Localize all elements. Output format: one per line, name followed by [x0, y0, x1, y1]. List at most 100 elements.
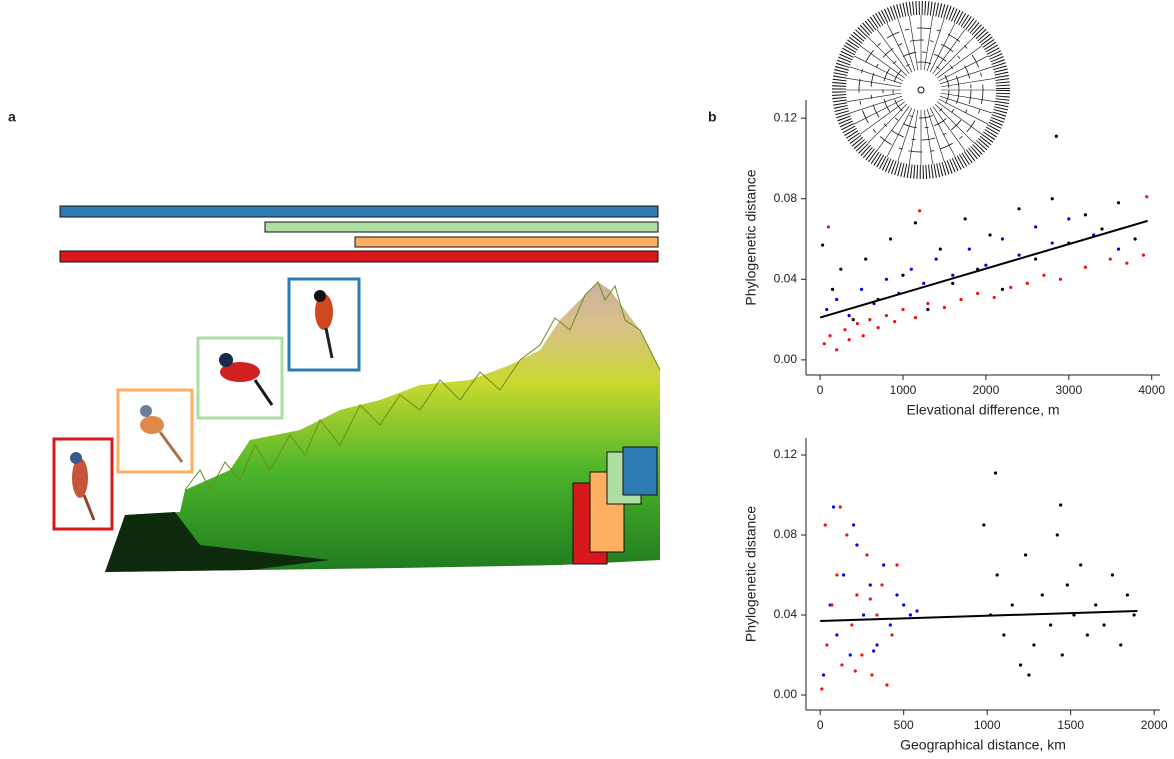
point: [934, 257, 938, 261]
point: [831, 505, 836, 509]
point: [1116, 247, 1121, 251]
x-tick-label: 3000: [1055, 383, 1082, 397]
x-axis-label: Elevational difference, m: [906, 402, 1059, 418]
point: [880, 583, 884, 587]
tree-branch: [932, 106, 966, 151]
point: [1067, 217, 1071, 221]
point: [913, 315, 918, 320]
point: [1018, 663, 1023, 667]
point: [1083, 213, 1087, 217]
point: [835, 633, 839, 637]
birds: [70, 290, 334, 521]
point: [828, 334, 832, 338]
point: [884, 277, 889, 281]
point: [825, 307, 829, 312]
point: [851, 317, 855, 322]
point: [951, 273, 955, 277]
color-blocks: [572, 446, 658, 565]
point: [1100, 227, 1104, 231]
point: [868, 583, 872, 587]
point: [895, 593, 899, 597]
point: [1145, 195, 1149, 199]
point: [855, 543, 859, 547]
point: [915, 609, 919, 613]
point: [901, 273, 905, 277]
point: [840, 663, 844, 667]
x-tick-label: 1000: [974, 718, 1001, 732]
point: [988, 233, 992, 237]
point: [1058, 277, 1063, 281]
tree-branch: [926, 108, 945, 162]
x-axis-label: Geographical distance, km: [900, 737, 1066, 753]
panel-label: a: [8, 109, 16, 125]
tree-root: [917, 86, 925, 94]
point: [855, 322, 860, 326]
point: [1032, 643, 1036, 647]
point: [1085, 633, 1089, 637]
y-tick-label: 0.12: [774, 110, 798, 124]
point: [845, 533, 849, 537]
point: [992, 295, 996, 300]
point: [901, 307, 905, 312]
tree-branch: [860, 45, 905, 79]
point: [850, 623, 854, 627]
tree-branch: [849, 95, 903, 114]
tree-branch: [926, 18, 945, 72]
point: [884, 313, 889, 318]
tree-branch: [932, 29, 966, 74]
tree-branch: [939, 95, 993, 114]
point: [868, 317, 872, 322]
point: [875, 643, 879, 647]
point: [1072, 613, 1076, 617]
x-tick-label: 2000: [973, 383, 1000, 397]
point: [864, 257, 868, 261]
point: [976, 291, 980, 296]
point: [895, 563, 899, 567]
point: [890, 633, 894, 637]
y-axis-label: Phylogenetic distance: [743, 506, 759, 642]
point: [995, 573, 999, 577]
point: [1110, 573, 1115, 577]
point: [938, 247, 942, 251]
point: [838, 505, 842, 509]
point: [963, 217, 967, 221]
point: [984, 263, 988, 267]
x-tick-label: 0: [817, 383, 824, 397]
point: [853, 669, 857, 673]
y-tick-label: 0.04: [774, 607, 798, 621]
point: [942, 305, 947, 310]
tree-branch: [923, 109, 934, 165]
point: [876, 326, 880, 330]
tree-branch: [876, 29, 910, 74]
tree-branch: [846, 92, 902, 103]
point: [917, 209, 922, 213]
point: [909, 267, 913, 271]
x-tick-label: 1000: [890, 383, 917, 397]
point: [821, 673, 826, 677]
tree-branch: [849, 66, 903, 85]
y-tick-label: 0.12: [774, 447, 798, 461]
tree-branch: [939, 66, 993, 85]
x-tick-label: 0: [817, 718, 824, 732]
tree-tips: [832, 1, 1010, 179]
y-tick-label: 0.00: [774, 687, 798, 701]
point: [847, 338, 851, 342]
point: [835, 297, 839, 302]
tree-branch: [940, 77, 996, 88]
point: [1141, 253, 1146, 257]
point: [1133, 237, 1137, 241]
y-axis-label: Phylogenetic distance: [743, 169, 759, 305]
point: [967, 247, 971, 251]
point: [843, 328, 847, 332]
tree-branch: [867, 36, 908, 77]
point: [888, 237, 893, 241]
range-bars: [59, 205, 659, 263]
x-tick-label: 500: [894, 718, 914, 732]
point: [848, 653, 852, 657]
point: [1040, 593, 1044, 597]
point: [885, 683, 889, 687]
point: [872, 649, 876, 653]
point: [1049, 623, 1053, 627]
point: [893, 320, 897, 324]
point: [993, 471, 998, 475]
